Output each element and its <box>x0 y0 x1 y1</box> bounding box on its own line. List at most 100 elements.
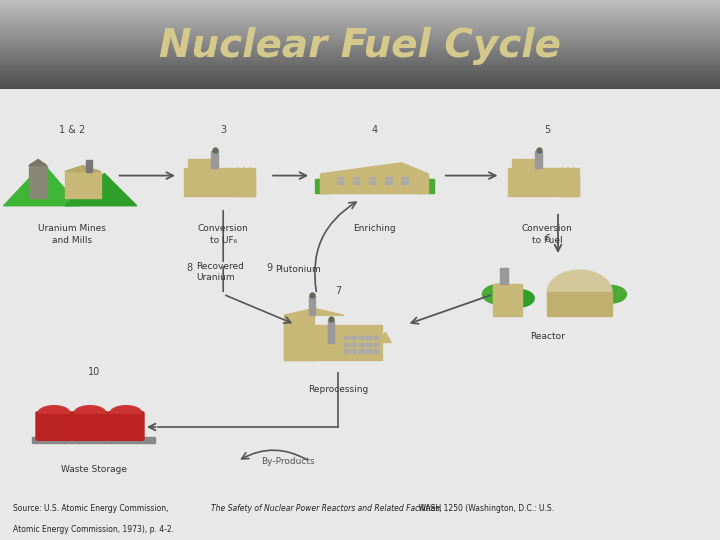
Text: By-Products: By-Products <box>261 457 315 465</box>
Bar <box>366 342 371 346</box>
Text: 3: 3 <box>220 125 226 136</box>
Bar <box>309 296 315 315</box>
Circle shape <box>482 284 518 305</box>
Bar <box>500 268 508 284</box>
Circle shape <box>503 289 534 307</box>
Bar <box>547 292 612 316</box>
Text: 8: 8 <box>186 263 193 273</box>
Text: Reactor: Reactor <box>530 333 564 341</box>
Circle shape <box>595 286 626 303</box>
Text: Waste Storage: Waste Storage <box>60 465 127 474</box>
Polygon shape <box>367 332 379 342</box>
Polygon shape <box>565 167 571 176</box>
Bar <box>366 349 371 353</box>
Bar <box>351 342 356 346</box>
Bar <box>235 176 255 195</box>
Bar <box>337 181 343 184</box>
Text: Conversion: Conversion <box>198 224 248 233</box>
Bar <box>374 349 379 353</box>
Bar <box>536 151 542 167</box>
Bar <box>359 336 364 339</box>
Text: to Fuel: to Fuel <box>532 236 562 245</box>
Polygon shape <box>110 406 142 413</box>
Polygon shape <box>356 332 367 342</box>
Bar <box>65 172 101 198</box>
Bar <box>418 179 433 193</box>
Bar <box>369 181 376 184</box>
FancyBboxPatch shape <box>72 411 108 440</box>
Bar <box>559 176 579 195</box>
Polygon shape <box>247 167 253 176</box>
Text: 4: 4 <box>372 125 377 136</box>
Polygon shape <box>571 167 577 176</box>
Text: The Safety of Nuclear Power Reactors and Related Facilities,: The Safety of Nuclear Power Reactors and… <box>211 503 442 512</box>
Bar <box>353 177 359 179</box>
Polygon shape <box>65 166 101 172</box>
Bar <box>86 159 92 172</box>
Bar <box>337 177 343 179</box>
Bar <box>344 349 348 353</box>
Bar <box>187 159 212 167</box>
Text: 10: 10 <box>87 367 100 377</box>
Bar <box>359 349 364 353</box>
Bar <box>366 336 371 339</box>
Bar <box>374 336 379 339</box>
Bar <box>328 320 334 342</box>
FancyBboxPatch shape <box>108 411 144 440</box>
Text: to UF₆: to UF₆ <box>210 236 237 245</box>
Bar <box>369 177 376 179</box>
Text: WASH 1250 (Washington, D.C.: U.S.: WASH 1250 (Washington, D.C.: U.S. <box>416 503 554 512</box>
Text: 6: 6 <box>544 234 550 244</box>
Text: Plutonium: Plutonium <box>275 265 321 274</box>
Bar <box>385 181 392 184</box>
Polygon shape <box>379 332 392 342</box>
Polygon shape <box>29 159 47 166</box>
Bar <box>353 181 359 184</box>
Bar <box>320 174 428 193</box>
FancyBboxPatch shape <box>36 411 72 440</box>
Text: Reprocessing: Reprocessing <box>308 385 369 394</box>
Bar <box>402 181 408 184</box>
Bar <box>402 177 408 179</box>
Bar <box>212 151 218 167</box>
Text: 5: 5 <box>544 125 550 136</box>
Text: Nuclear Fuel Cycle: Nuclear Fuel Cycle <box>159 28 561 65</box>
Bar <box>32 437 155 443</box>
Text: Atomic Energy Commission, 1973), p. 4-2.: Atomic Energy Commission, 1973), p. 4-2. <box>13 525 174 535</box>
Bar <box>385 177 392 179</box>
Text: 9: 9 <box>266 263 272 273</box>
Polygon shape <box>65 173 137 206</box>
Text: Conversion: Conversion <box>522 224 572 233</box>
Bar <box>29 166 47 198</box>
Polygon shape <box>4 164 79 206</box>
Polygon shape <box>344 332 356 342</box>
Bar <box>351 349 356 353</box>
Polygon shape <box>74 406 106 413</box>
Polygon shape <box>284 308 344 315</box>
Polygon shape <box>547 270 612 292</box>
Bar <box>493 284 522 316</box>
Text: and Mills: and Mills <box>52 236 92 245</box>
Bar <box>508 167 579 195</box>
Text: Recovered
Uranium: Recovered Uranium <box>196 262 243 282</box>
Text: Source: U.S. Atomic Energy Commission,: Source: U.S. Atomic Energy Commission, <box>13 503 171 512</box>
Polygon shape <box>241 167 247 176</box>
Text: Enriching: Enriching <box>353 224 396 233</box>
Text: 1 & 2: 1 & 2 <box>59 125 85 136</box>
Bar <box>359 342 364 346</box>
Bar <box>184 167 255 195</box>
Bar <box>284 326 382 360</box>
Bar <box>511 159 536 167</box>
Bar <box>284 315 314 360</box>
Polygon shape <box>38 406 70 413</box>
Text: 7: 7 <box>336 286 341 296</box>
Bar <box>351 336 356 339</box>
Bar <box>344 336 348 339</box>
Bar <box>374 342 379 346</box>
Polygon shape <box>559 167 565 176</box>
Text: Uranium Mines: Uranium Mines <box>38 224 106 233</box>
Bar <box>315 179 331 193</box>
Polygon shape <box>320 163 428 174</box>
Polygon shape <box>235 167 241 176</box>
Bar <box>344 342 348 346</box>
